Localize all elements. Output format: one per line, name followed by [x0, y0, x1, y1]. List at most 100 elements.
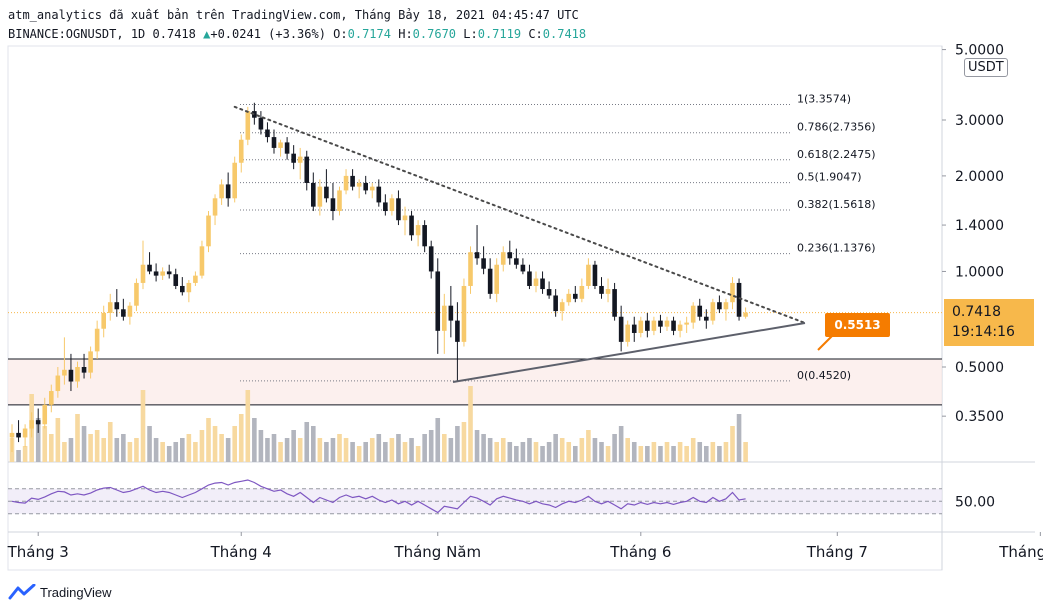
volume-bar	[448, 438, 454, 462]
volume-bar	[415, 446, 421, 462]
candle-body	[612, 289, 617, 317]
candle-body	[356, 182, 362, 187]
candle-body	[500, 252, 506, 265]
volume-bar	[671, 446, 676, 462]
volume-bar	[546, 442, 552, 462]
volume-bar	[651, 442, 657, 462]
fib-level-label: 1(3.3574)	[797, 92, 851, 105]
candle-body	[284, 142, 290, 154]
volume-bar	[605, 446, 611, 462]
close-label: C:	[528, 27, 543, 41]
volume-bar	[160, 442, 165, 462]
volume-bar	[710, 442, 716, 462]
volume-bar	[284, 438, 290, 462]
candle-body	[245, 111, 251, 140]
time-axis-label: Tháng 4	[210, 543, 272, 561]
candle-body	[68, 369, 74, 382]
volume-bar	[49, 434, 54, 462]
fib-level-label: 0.236(1.1376)	[797, 242, 876, 255]
volume-bar	[481, 434, 486, 462]
volume-bar	[291, 430, 296, 462]
volume-bar	[500, 438, 506, 462]
candle-body	[199, 246, 205, 276]
volume-bar	[487, 438, 493, 462]
volume-bar	[107, 422, 113, 462]
volume-bar	[134, 438, 139, 462]
volume-bar	[94, 430, 100, 462]
volume-bar	[173, 442, 179, 462]
candle-body	[507, 252, 513, 259]
price-axis-label: 2.0000	[955, 169, 1004, 185]
up-triangle-icon: ▲	[203, 27, 211, 41]
candle-body	[324, 186, 329, 199]
candle-body	[9, 432, 15, 438]
volume-bar	[180, 438, 185, 462]
time-axis-label: Tháng 6	[609, 543, 671, 561]
candle-body	[193, 275, 198, 283]
volume-bar	[684, 446, 689, 462]
volume-bar	[468, 386, 473, 462]
candle-body	[664, 320, 670, 327]
candle-body	[546, 289, 552, 296]
volume-bar	[343, 438, 349, 462]
candle-body	[140, 264, 146, 283]
volume-bar	[68, 438, 74, 462]
candle-body	[481, 258, 486, 269]
resistance-trendline	[233, 105, 806, 324]
currency-label[interactable]: USDT	[964, 58, 1008, 77]
volume-bar	[324, 442, 329, 462]
candle-body	[677, 324, 683, 331]
candle-body	[297, 156, 303, 163]
volume-bar	[311, 426, 316, 462]
volume-bar	[383, 442, 388, 462]
price-axis-label: 5.0000	[955, 43, 1004, 59]
candle-body	[461, 285, 467, 342]
volume-bar	[461, 422, 467, 462]
candle-body	[49, 391, 54, 405]
candle-body	[238, 139, 244, 163]
candle-body	[219, 184, 224, 199]
tradingview-brand[interactable]: TradingView	[8, 584, 112, 600]
volume-bar	[42, 426, 48, 462]
volume-bar	[265, 438, 270, 462]
candle-body	[579, 285, 585, 299]
volume-bar	[690, 438, 696, 462]
tradingview-logo-icon	[8, 584, 36, 600]
volume-bar	[409, 438, 414, 462]
candle-body	[527, 271, 532, 286]
volume-bar	[474, 430, 480, 462]
candle-body	[389, 198, 395, 212]
publish-info: atm_analytics đã xuất bản trên TradingVi…	[8, 8, 579, 22]
candle-body	[559, 302, 565, 312]
candle-body	[409, 215, 414, 236]
volume-bar	[442, 434, 447, 462]
candle-body	[618, 316, 624, 342]
candle-body	[134, 282, 139, 306]
rsi-line	[11, 479, 746, 514]
volume-bar	[618, 426, 624, 462]
candle-body	[422, 225, 427, 247]
high-label: H:	[398, 27, 413, 41]
volume-bar	[592, 438, 598, 462]
candle-body	[317, 186, 323, 207]
volume-bar	[723, 442, 729, 462]
candle-body	[494, 264, 499, 294]
volume-bar	[645, 446, 650, 462]
candle-body	[658, 320, 663, 327]
candle-body	[127, 305, 133, 317]
brand-name: TradingView	[40, 584, 112, 600]
candle-body	[186, 282, 192, 293]
volume-bar	[520, 442, 526, 462]
candle-body	[252, 111, 257, 118]
candle-body	[62, 369, 67, 376]
price-axis-label: 0.3500	[955, 409, 1004, 425]
candle-body	[278, 142, 283, 148]
time-axis-label: Tháng Tám	[998, 543, 1043, 561]
time-axis-label: Tháng Năm	[393, 543, 481, 561]
candle-body	[586, 264, 591, 286]
volume-bar	[435, 418, 441, 462]
time-axis-label: Tháng 7	[806, 543, 868, 561]
volume-bar	[553, 434, 558, 462]
volume-bar	[166, 446, 172, 462]
